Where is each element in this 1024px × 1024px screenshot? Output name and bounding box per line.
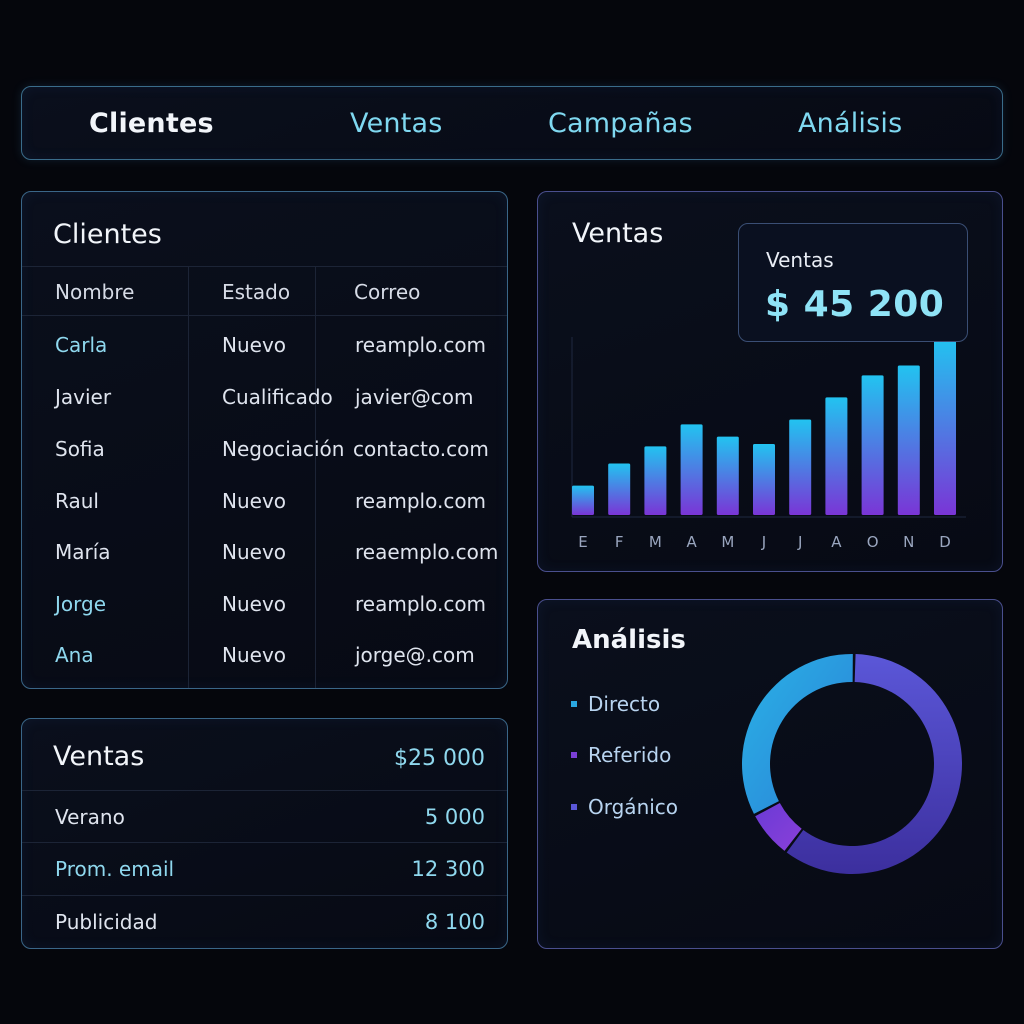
table-row[interactable]: Javier Cualificado javier@com: [22, 371, 507, 423]
cell-correo: contacto.com: [353, 437, 489, 461]
analisis-donut-chart: [742, 654, 962, 874]
bar-a-7[interactable]: [825, 397, 848, 515]
legend-swatch: [571, 752, 577, 758]
table-row[interactable]: Ana Nuevo jorge@.com: [22, 629, 507, 681]
x-tick-label: M: [721, 533, 734, 551]
donut-slice-organico[interactable]: [786, 654, 962, 874]
x-tick-label: N: [903, 533, 914, 551]
table-header: Nombre Estado Correo: [22, 266, 507, 316]
clientes-title: Clientes: [53, 219, 162, 250]
x-tick-label: E: [578, 533, 587, 551]
column-header-nombre[interactable]: Nombre: [55, 280, 135, 304]
column-header-estado[interactable]: Estado: [222, 280, 291, 304]
list-item-label: Publicidad: [55, 910, 158, 934]
x-tick-label: J: [761, 533, 766, 551]
legend-swatch: [571, 804, 577, 810]
column-header-correo[interactable]: Correo: [354, 280, 421, 304]
table-row[interactable]: Sofia Negociación contacto.com: [22, 423, 507, 475]
x-tick-label: A: [686, 533, 697, 551]
column-divider: [315, 266, 316, 688]
cell-estado: Nuevo: [222, 643, 287, 667]
bar-e-0[interactable]: [572, 485, 594, 515]
tab-clientes[interactable]: Clientes: [89, 108, 214, 139]
cell-correo: reamplo.com: [355, 489, 487, 513]
cell-estado: Nuevo: [222, 333, 287, 357]
x-tick-label: O: [867, 533, 879, 551]
list-item-value: 12 300: [411, 857, 485, 881]
bar-o-8[interactable]: [861, 375, 884, 515]
tab-analisis[interactable]: Análisis: [798, 108, 903, 139]
legend-swatch: [571, 701, 577, 707]
list-item[interactable]: Verano 5 000: [22, 790, 507, 842]
list-item-value: 5 000: [424, 805, 485, 829]
list-item-label: Verano: [55, 805, 125, 829]
cell-nombre: Carla: [55, 333, 108, 357]
cell-nombre: Ana: [55, 643, 94, 667]
bar-a-3[interactable]: [680, 424, 703, 515]
analisis-title: Análisis: [572, 625, 686, 655]
ventas-summary-panel: Ventas $25 000 Verano 5 000 Prom. email …: [21, 718, 508, 949]
cell-nombre: Javier: [55, 385, 112, 409]
tab-campanas[interactable]: Campañas: [548, 108, 693, 139]
ventas-chart-title: Ventas: [572, 218, 664, 249]
donut-slice-referido[interactable]: [755, 802, 802, 851]
x-tick-label: F: [615, 533, 624, 551]
table-row[interactable]: María Nuevo reaemplo.com: [22, 526, 507, 578]
cell-nombre: María: [55, 540, 111, 564]
cell-nombre: Sofia: [55, 437, 105, 461]
cell-estado: Cualificado: [222, 385, 333, 409]
cell-correo: reamplo.com: [355, 333, 487, 357]
table-row[interactable]: Jorge Nuevo reamplo.com: [22, 578, 507, 630]
list-item-label: Prom. email: [55, 857, 175, 881]
ventas-summary-title: Ventas: [53, 741, 145, 772]
bar-n-9[interactable]: [897, 365, 920, 515]
cell-correo: reamplo.com: [355, 592, 487, 616]
cell-estado: Nuevo: [222, 489, 287, 513]
legend-label: Referido: [588, 743, 672, 767]
cell-nombre: Jorge: [55, 592, 107, 616]
list-item[interactable]: Publicidad 8 100: [22, 895, 507, 947]
x-tick-label: A: [831, 533, 842, 551]
top-nav: Clientes Ventas Campañas Análisis: [21, 86, 1003, 160]
cell-estado: Negociación: [222, 437, 345, 461]
kpi-card: Ventas $ 45 200: [738, 223, 968, 342]
kpi-label: Ventas: [766, 248, 834, 272]
legend-label: Directo: [588, 692, 661, 716]
table-row[interactable]: Raul Nuevo reamplo.com: [22, 475, 507, 527]
cell-estado: Nuevo: [222, 540, 287, 564]
legend-label: Orgánico: [588, 795, 679, 819]
x-tick-label: J: [797, 533, 802, 551]
cell-correo: jorge@.com: [355, 643, 475, 667]
kpi-value: $ 45 200: [765, 284, 945, 325]
bar-m-4[interactable]: [716, 436, 739, 515]
ventas-chart-panel: E F M A M J J A O N D Ventas Ventas $ 45 200: [537, 191, 1003, 572]
list-item-value: 8 100: [424, 910, 485, 934]
bar-f-1[interactable]: [608, 463, 631, 515]
table-row[interactable]: Carla Nuevo reamplo.com: [22, 319, 507, 371]
bar-d-10[interactable]: [934, 338, 956, 515]
x-tick-label: D: [939, 533, 951, 551]
column-divider: [188, 266, 189, 688]
clientes-panel: Clientes Nombre Estado Correo Carla Nuev…: [21, 191, 508, 689]
list-item[interactable]: Prom. email 12 300: [22, 842, 507, 894]
ventas-summary-total: $25 000: [394, 746, 485, 771]
bar-j-6[interactable]: [789, 419, 812, 515]
analisis-panel: Análisis Directo Referido Orgánico: [537, 599, 1003, 949]
bar-j-5[interactable]: [753, 443, 775, 515]
cell-correo: reaemplo.com: [355, 540, 499, 564]
bar-m-2[interactable]: [644, 446, 667, 515]
donut-slice-directo[interactable]: [742, 654, 853, 814]
tab-ventas[interactable]: Ventas: [350, 108, 443, 139]
cell-correo: javier@com: [355, 385, 474, 409]
cell-nombre: Raul: [55, 489, 99, 513]
cell-estado: Nuevo: [222, 592, 287, 616]
x-tick-label: M: [649, 533, 662, 551]
